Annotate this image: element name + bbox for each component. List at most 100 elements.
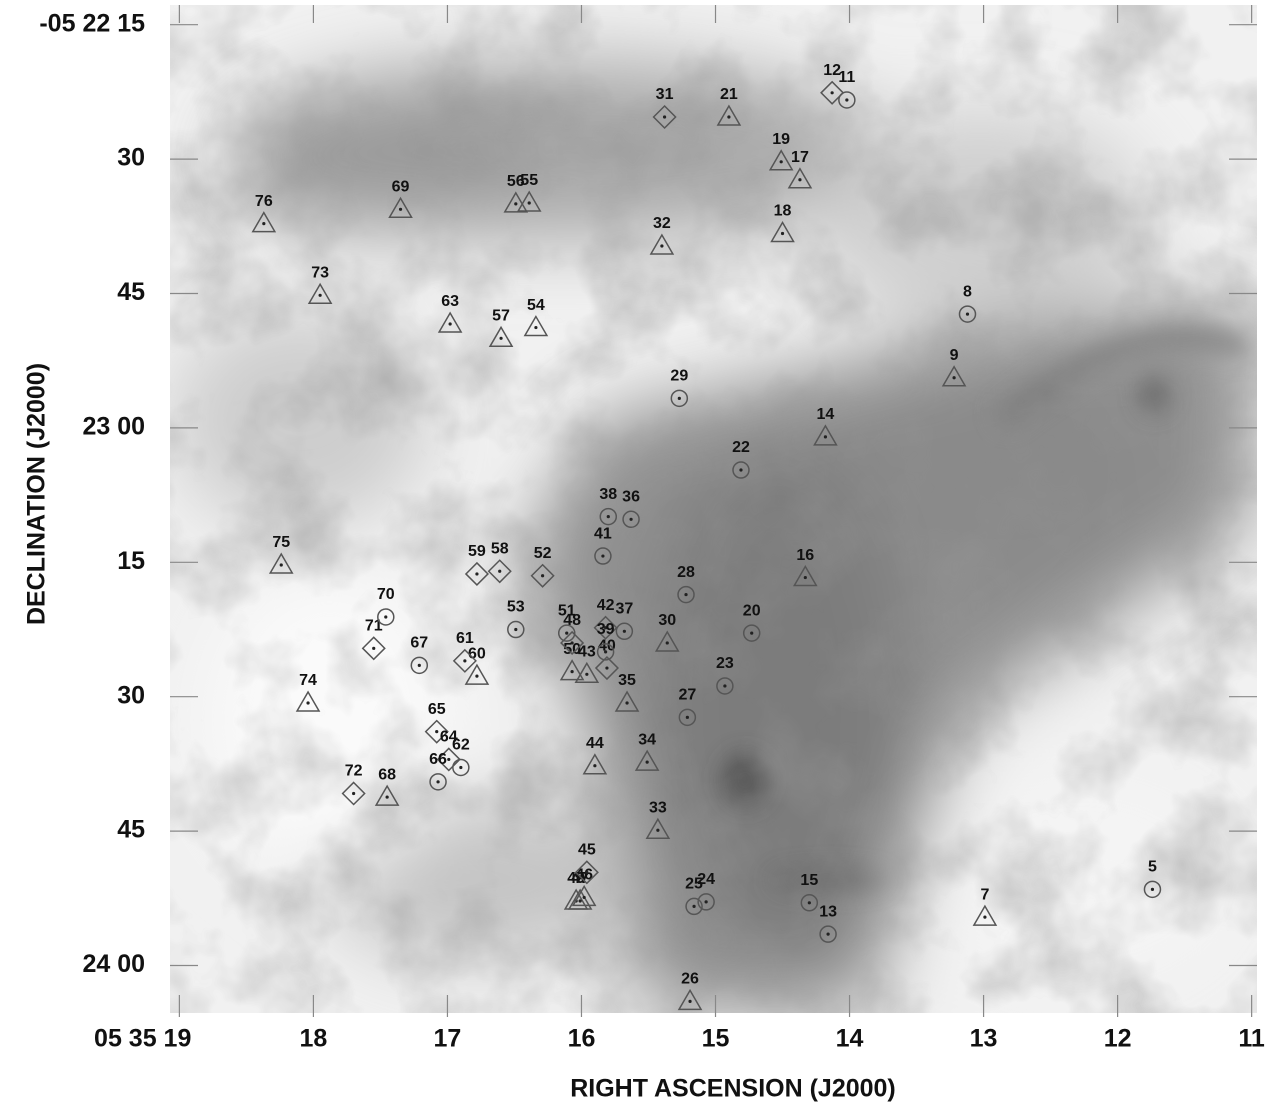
source-label: 51 bbox=[558, 602, 576, 619]
source-dot bbox=[1150, 887, 1155, 891]
x-tick-label: 12 bbox=[1104, 1025, 1132, 1053]
source-marker bbox=[374, 784, 400, 806]
source-label: 23 bbox=[716, 655, 734, 672]
source-marker bbox=[464, 663, 490, 685]
source-marker bbox=[377, 608, 395, 626]
source-dot bbox=[688, 999, 692, 1003]
triangle-marker bbox=[716, 104, 742, 126]
source-dot bbox=[541, 574, 545, 578]
triangle-marker bbox=[295, 690, 321, 712]
source-label: 33 bbox=[649, 799, 667, 816]
source-dot bbox=[677, 396, 681, 400]
x-axis-title: RIGHT ASCENSION (J2000) bbox=[570, 1075, 896, 1103]
triangle-marker bbox=[516, 190, 542, 212]
source-marker bbox=[652, 104, 677, 130]
source-dot bbox=[463, 659, 467, 663]
source-dot bbox=[692, 904, 696, 908]
x-tick-label: 13 bbox=[970, 1025, 998, 1053]
source-label: 5 bbox=[1148, 859, 1157, 876]
source-label: 64 bbox=[440, 729, 458, 746]
source-label: 29 bbox=[670, 368, 688, 385]
x-tick-label: 18 bbox=[300, 1025, 328, 1053]
source-label: 72 bbox=[345, 763, 363, 780]
source-marker bbox=[388, 196, 413, 219]
source-dot bbox=[514, 627, 518, 632]
source-marker bbox=[507, 620, 525, 639]
source-marker bbox=[622, 510, 640, 529]
diamond-marker bbox=[593, 615, 618, 640]
source-marker bbox=[768, 149, 794, 171]
source-dot bbox=[605, 666, 609, 670]
triangle-marker bbox=[768, 149, 794, 171]
source-label: 63 bbox=[441, 293, 459, 310]
source-label: 13 bbox=[819, 903, 837, 920]
source-label: 61 bbox=[456, 630, 474, 647]
x-tick-label: 15 bbox=[702, 1025, 730, 1053]
source-label: 31 bbox=[656, 86, 674, 103]
source-dot bbox=[704, 900, 708, 904]
source-dot bbox=[585, 870, 589, 874]
source-label: 69 bbox=[392, 179, 410, 196]
diamond-marker bbox=[424, 719, 449, 744]
source-label: 59 bbox=[468, 543, 486, 560]
source-marker bbox=[560, 630, 585, 656]
source-label: 54 bbox=[527, 297, 545, 314]
source-marker bbox=[452, 758, 470, 777]
source-dot bbox=[582, 895, 586, 900]
source-label: 62 bbox=[452, 737, 470, 754]
source-dot bbox=[262, 222, 266, 226]
source-dot bbox=[622, 629, 626, 633]
source-dot bbox=[779, 160, 783, 164]
diamond-marker bbox=[652, 104, 677, 130]
source-dot bbox=[830, 91, 834, 95]
source-label: 44 bbox=[586, 735, 604, 752]
source-dot bbox=[417, 663, 421, 667]
source-label: 21 bbox=[720, 86, 738, 103]
source-marker bbox=[452, 648, 477, 673]
source-label: 41 bbox=[594, 525, 612, 542]
source-marker bbox=[697, 893, 715, 911]
source-dot bbox=[807, 901, 811, 905]
triangle-marker bbox=[677, 988, 703, 1011]
source-marker bbox=[941, 365, 967, 387]
source-dot bbox=[498, 569, 502, 573]
source-label: 17 bbox=[791, 149, 809, 166]
source-dot bbox=[578, 899, 582, 903]
source-label: 27 bbox=[678, 687, 696, 704]
source-marker bbox=[800, 894, 819, 912]
source-dot bbox=[845, 98, 849, 102]
source-dot bbox=[398, 207, 403, 211]
source-label: 49 bbox=[567, 870, 585, 887]
source-marker bbox=[670, 389, 689, 408]
source-label: 45 bbox=[578, 842, 596, 859]
triangle-marker bbox=[634, 749, 660, 771]
triangle-marker bbox=[582, 753, 608, 775]
source-dot bbox=[318, 293, 322, 297]
source-dot bbox=[656, 828, 660, 832]
source-label: 66 bbox=[429, 751, 447, 768]
source-dot bbox=[593, 764, 597, 768]
source-marker bbox=[582, 753, 608, 775]
circle-marker bbox=[622, 510, 640, 529]
circle-marker bbox=[670, 389, 689, 408]
source-marker bbox=[567, 888, 593, 910]
source-dot bbox=[585, 672, 589, 676]
source-marker bbox=[530, 563, 555, 588]
source-dot bbox=[823, 435, 828, 439]
source-marker bbox=[596, 643, 615, 661]
triangle-marker bbox=[941, 365, 967, 387]
triangle-marker bbox=[571, 884, 597, 907]
circle-marker bbox=[800, 894, 819, 912]
source-marker bbox=[645, 817, 671, 839]
triangle-marker bbox=[972, 904, 998, 926]
circle-marker bbox=[819, 925, 837, 943]
source-dot bbox=[826, 932, 830, 936]
triangle-marker bbox=[649, 233, 675, 255]
source-label: 75 bbox=[272, 534, 290, 551]
source-label: 18 bbox=[774, 203, 792, 220]
source-label: 40 bbox=[598, 637, 616, 654]
diamond-marker bbox=[452, 648, 477, 673]
source-marker bbox=[516, 190, 542, 212]
diamond-marker bbox=[574, 860, 599, 885]
source-marker bbox=[503, 191, 529, 213]
